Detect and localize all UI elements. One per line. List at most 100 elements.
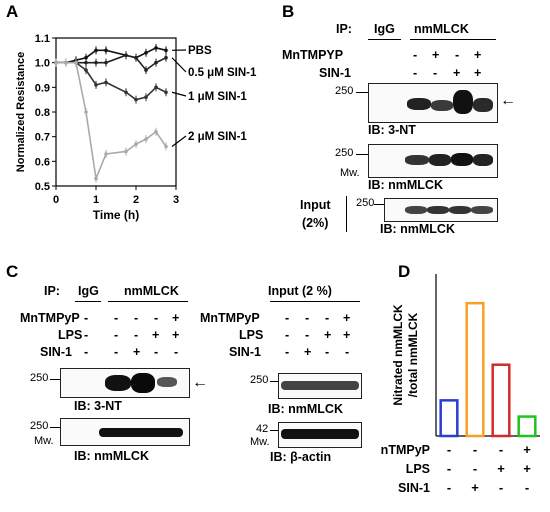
- data-point: [154, 60, 158, 65]
- c-blot-input-nmmlck: [278, 373, 362, 399]
- condition-sign: -: [473, 461, 477, 476]
- legend-arrow: [171, 57, 187, 73]
- condition-sign: +: [523, 442, 531, 457]
- y-tick-label: 0.8: [35, 107, 50, 119]
- condition-label: LPS: [406, 462, 430, 476]
- c-sign: -: [305, 311, 310, 325]
- b-row-label: SIN-1: [319, 66, 351, 80]
- c-sign: -: [114, 328, 119, 342]
- b-mw-250: 250: [335, 85, 354, 97]
- data-point: [104, 48, 108, 53]
- c-sign: +: [343, 311, 351, 325]
- data-point: [164, 48, 168, 53]
- c-nmmlck-label: nmMLCK: [124, 284, 179, 298]
- y-tick-label: 0.7: [35, 132, 50, 144]
- c-sign: -: [345, 345, 350, 359]
- c-ib-nmmlck: IB: nmMLCK: [74, 449, 149, 463]
- b-mw-label: Mw.: [340, 167, 360, 179]
- data-point: [84, 110, 88, 114]
- c-ib-actin: IB: β-actin: [270, 450, 332, 464]
- series-label: 2 μM SIN-1: [188, 131, 247, 143]
- condition-sign: -: [447, 442, 451, 457]
- c-row-label: SIN-1: [229, 345, 261, 359]
- data-point: [124, 90, 128, 95]
- c-mw-tick: [50, 427, 60, 428]
- b-mw-250-3: 250: [356, 197, 375, 209]
- b-sign: +: [453, 66, 461, 80]
- condition-sign: +: [497, 461, 505, 476]
- condition-sign: -: [499, 442, 503, 457]
- y-tick-label: 0.5: [35, 181, 50, 193]
- c-mw-tick: [50, 379, 60, 380]
- data-point: [144, 95, 148, 99]
- condition-sign: +: [471, 480, 479, 495]
- y-tick-label: 1.1: [35, 33, 50, 45]
- data-point: [134, 142, 138, 146]
- data-point: [154, 85, 158, 90]
- condition-label: SIN-1: [398, 481, 430, 495]
- y-tick-label: 0.9: [35, 82, 50, 94]
- x-axis-label: Time (h): [93, 208, 139, 222]
- condition-sign: -: [447, 461, 451, 476]
- c-blot-nmmlck: [60, 418, 190, 446]
- b-arrow-icon: ←: [500, 92, 516, 109]
- data-point: [104, 152, 108, 156]
- b-input-label: Input: [300, 198, 331, 212]
- bar: [517, 415, 537, 438]
- c-sign: -: [305, 328, 310, 342]
- series-label: 0.5 μM SIN-1: [188, 67, 257, 79]
- c-sign: -: [285, 328, 290, 342]
- bar: [439, 399, 459, 438]
- data-point: [84, 68, 88, 72]
- c-sign: +: [172, 328, 180, 342]
- data-point: [94, 176, 98, 181]
- c-sign: +: [304, 345, 312, 359]
- b-blot-nmmlck: [368, 144, 498, 178]
- c-sign: -: [285, 345, 290, 359]
- data-point: [94, 48, 98, 53]
- data-point: [74, 60, 78, 65]
- c-arrow-icon: ←: [192, 374, 208, 391]
- c-blot-3nt: [60, 368, 190, 398]
- data-point: [94, 60, 98, 65]
- c-ib-3nt: IB: 3-NT: [74, 399, 122, 413]
- b-mw-tick: [356, 154, 368, 155]
- c-nmmlck-line: [108, 301, 188, 302]
- b-sign: -: [433, 66, 438, 80]
- b-blot-3nt: [368, 83, 498, 123]
- b-igg-label: IgG: [374, 22, 395, 36]
- c-ip-label: IP:: [44, 284, 60, 298]
- b-sign: -: [413, 66, 418, 80]
- panel-label-a: A: [6, 2, 19, 21]
- x-tick-label: 3: [173, 194, 179, 206]
- data-point: [64, 60, 68, 65]
- c-input-line: [270, 301, 360, 302]
- b-ip-label: IP:: [336, 22, 352, 36]
- b-ib-input: IB: nmMLCK: [380, 222, 455, 236]
- c-sign: +: [343, 328, 351, 342]
- condition-sign: -: [525, 480, 529, 495]
- b-sign: -: [413, 48, 418, 62]
- c-sign: -: [134, 311, 139, 325]
- c-igg-line: [75, 301, 101, 302]
- b-input-pct: (2%): [302, 216, 329, 230]
- c-sign: -: [84, 345, 89, 359]
- c-sign: -: [325, 311, 330, 325]
- data-point: [164, 55, 168, 60]
- bar-chart-d: Nitrated nmMLCK/total nmMLCK MnTMPyP - - - + L…: [380, 274, 540, 495]
- data-point: [154, 46, 158, 50]
- condition-label: MnTMPyP: [380, 443, 430, 457]
- b-mw-250-2: 250: [335, 147, 354, 159]
- data-point: [124, 53, 128, 58]
- b-input-bracket: [346, 196, 347, 232]
- c-sign: -: [174, 345, 179, 359]
- series-line: [56, 61, 167, 182]
- data-point: [84, 55, 88, 60]
- c-sign: -: [134, 328, 139, 342]
- c-input-label: Input (2 %): [268, 284, 332, 298]
- y-tick-label: 0.6: [35, 156, 50, 168]
- c-sign: -: [114, 345, 119, 359]
- c-sign: +: [152, 328, 160, 342]
- panel-label-d: D: [398, 262, 411, 281]
- c-sign: -: [325, 345, 330, 359]
